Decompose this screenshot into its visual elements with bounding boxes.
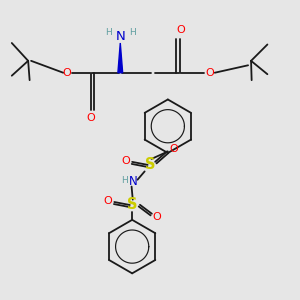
Text: O: O xyxy=(103,196,112,206)
Text: H: H xyxy=(122,176,128,185)
Text: H: H xyxy=(106,28,112,37)
Text: O: O xyxy=(62,68,71,78)
Text: O: O xyxy=(87,113,95,123)
Polygon shape xyxy=(118,43,123,73)
Text: S: S xyxy=(127,197,137,212)
Text: H: H xyxy=(129,28,136,37)
Text: O: O xyxy=(121,156,130,166)
Text: O: O xyxy=(169,144,178,154)
Text: S: S xyxy=(145,158,155,172)
Text: N: N xyxy=(116,30,125,43)
Text: O: O xyxy=(205,68,214,78)
Text: O: O xyxy=(176,25,185,35)
Text: N: N xyxy=(129,175,138,188)
Text: O: O xyxy=(152,212,161,223)
